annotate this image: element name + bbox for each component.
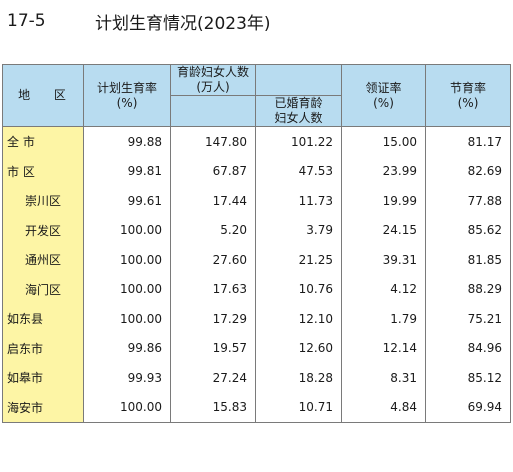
table-row: 全 市 99.88 147.80 101.22 15.00 81.17 xyxy=(2,126,511,157)
cell-certificate-rate: 15.00 xyxy=(341,126,426,157)
header-married-women-top xyxy=(255,64,342,96)
cell-contraception-rate: 88.29 xyxy=(425,274,511,304)
cell-region: 通州区 xyxy=(2,245,84,275)
table-number: 17-5 xyxy=(7,11,46,31)
header-plan-birth-rate: 计划生育率 (%) xyxy=(83,64,171,127)
cell-region: 全 市 xyxy=(2,126,84,157)
cell-plan-birth-rate: 100.00 xyxy=(83,245,171,275)
cell-plan-birth-rate: 99.93 xyxy=(83,363,171,393)
cell-married-women: 12.60 xyxy=(255,333,342,363)
table-row: 海门区 100.00 17.63 10.76 4.12 88.29 xyxy=(2,274,511,304)
cell-women-childbearing: 17.29 xyxy=(170,304,256,334)
cell-region: 海安市 xyxy=(2,392,84,423)
table-body: 全 市 99.88 147.80 101.22 15.00 81.17 市 区 99.81 67… xyxy=(2,126,511,423)
cell-women-childbearing: 5.20 xyxy=(170,215,256,245)
cell-married-women: 101.22 xyxy=(255,126,342,157)
cell-plan-birth-rate: 100.00 xyxy=(83,274,171,304)
cell-married-women: 3.79 xyxy=(255,215,342,245)
table-row: 崇川区 99.61 17.44 11.73 19.99 77.88 xyxy=(2,186,511,216)
cell-contraception-rate: 81.85 xyxy=(425,245,511,275)
cell-region: 开发区 xyxy=(2,215,84,245)
cell-contraception-rate: 69.94 xyxy=(425,392,511,423)
table-row: 如东县 100.00 17.29 12.10 1.79 75.21 xyxy=(2,304,511,334)
cell-women-childbearing: 17.63 xyxy=(170,274,256,304)
cell-contraception-rate: 77.88 xyxy=(425,186,511,216)
cell-married-women: 21.25 xyxy=(255,245,342,275)
cell-contraception-rate: 85.12 xyxy=(425,363,511,393)
cell-certificate-rate: 4.12 xyxy=(341,274,426,304)
cell-women-childbearing: 67.87 xyxy=(170,156,256,186)
header-certificate-rate: 领证率 (%) xyxy=(341,64,426,127)
cell-married-women: 11.73 xyxy=(255,186,342,216)
cell-women-childbearing: 15.83 xyxy=(170,392,256,423)
cell-contraception-rate: 84.96 xyxy=(425,333,511,363)
cell-plan-birth-rate: 99.61 xyxy=(83,186,171,216)
cell-contraception-rate: 85.62 xyxy=(425,215,511,245)
cell-certificate-rate: 8.31 xyxy=(341,363,426,393)
cell-married-women: 10.76 xyxy=(255,274,342,304)
table-title: 计划生育情况(2023年) xyxy=(95,13,271,34)
cell-certificate-rate: 23.99 xyxy=(341,156,426,186)
cell-women-childbearing: 19.57 xyxy=(170,333,256,363)
cell-certificate-rate: 19.99 xyxy=(341,186,426,216)
table-row: 如皋市 99.93 27.24 18.28 8.31 85.12 xyxy=(2,363,511,393)
table-row: 启东市 99.86 19.57 12.60 12.14 84.96 xyxy=(2,333,511,363)
cell-certificate-rate: 24.15 xyxy=(341,215,426,245)
header-women-childbearing: 育龄妇女人数 (万人) xyxy=(170,64,256,96)
cell-women-childbearing: 147.80 xyxy=(170,126,256,157)
cell-married-women: 10.71 xyxy=(255,392,342,423)
cell-married-women: 12.10 xyxy=(255,304,342,334)
cell-certificate-rate: 1.79 xyxy=(341,304,426,334)
cell-plan-birth-rate: 99.88 xyxy=(83,126,171,157)
cell-certificate-rate: 4.84 xyxy=(341,392,426,423)
cell-plan-birth-rate: 100.00 xyxy=(83,392,171,423)
cell-region: 海门区 xyxy=(2,274,84,304)
cell-women-childbearing: 27.24 xyxy=(170,363,256,393)
cell-region: 市 区 xyxy=(2,156,84,186)
cell-plan-birth-rate: 100.00 xyxy=(83,304,171,334)
cell-women-childbearing: 17.44 xyxy=(170,186,256,216)
cell-contraception-rate: 75.21 xyxy=(425,304,511,334)
header-contraception-rate: 节育率 (%) xyxy=(425,64,511,127)
cell-region: 启东市 xyxy=(2,333,84,363)
cell-married-women: 18.28 xyxy=(255,363,342,393)
header-married-women: 已婚育龄 妇女人数 xyxy=(255,95,342,127)
cell-region: 崇川区 xyxy=(2,186,84,216)
table-row: 通州区 100.00 27.60 21.25 39.31 81.85 xyxy=(2,245,511,275)
cell-certificate-rate: 12.14 xyxy=(341,333,426,363)
cell-plan-birth-rate: 99.86 xyxy=(83,333,171,363)
table-row: 市 区 99.81 67.87 47.53 23.99 82.69 xyxy=(2,156,511,186)
cell-contraception-rate: 82.69 xyxy=(425,156,511,186)
cell-region: 如皋市 xyxy=(2,363,84,393)
table-row: 开发区 100.00 5.20 3.79 24.15 85.62 xyxy=(2,215,511,245)
cell-plan-birth-rate: 100.00 xyxy=(83,215,171,245)
cell-women-childbearing: 27.60 xyxy=(170,245,256,275)
cell-certificate-rate: 39.31 xyxy=(341,245,426,275)
cell-region: 如东县 xyxy=(2,304,84,334)
header-region: 地 区 xyxy=(2,64,84,127)
cell-contraception-rate: 81.17 xyxy=(425,126,511,157)
page-title: 17-5 计划生育情况(2023年) xyxy=(7,8,271,34)
header-women-sub-blank xyxy=(170,95,256,127)
cell-married-women: 47.53 xyxy=(255,156,342,186)
family-planning-table: 地 区 计划生育率 (%) 育龄妇女人数 (万人) 领证率 (%) 节育率 (%… xyxy=(2,64,511,423)
table-row: 海安市 100.00 15.83 10.71 4.84 69.94 xyxy=(2,392,511,423)
cell-plan-birth-rate: 99.81 xyxy=(83,156,171,186)
